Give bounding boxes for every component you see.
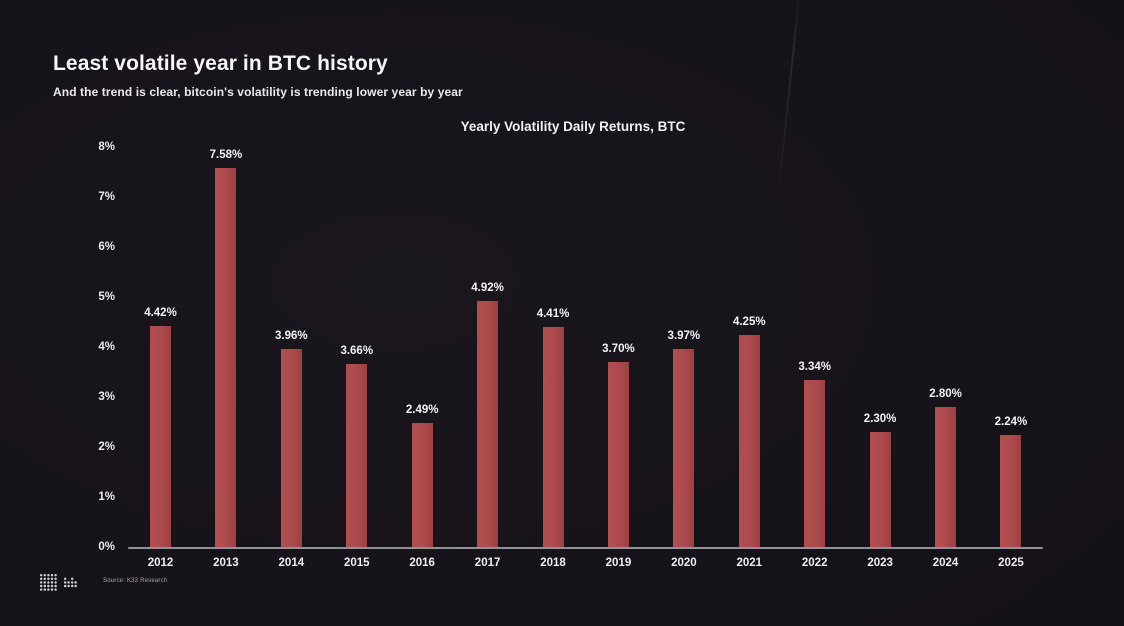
bar-value-label-2015: 3.66% xyxy=(340,345,374,357)
bar-2015 xyxy=(346,364,368,547)
bar-chart-plot-area: 0% 1% 2% 3% 4% 5% 6% 7% 8% 4.42% 2012 7.58% 2013 3.96… xyxy=(98,141,1043,569)
x-axis-label-2023: 2023 xyxy=(867,557,893,569)
bar-value-label-2014: 3.96% xyxy=(275,330,308,342)
y-axis-tick-label: 4% xyxy=(98,341,115,353)
y-axis-tick-label: 6% xyxy=(98,241,115,253)
x-axis-label-2025: 2025 xyxy=(998,557,1024,569)
bar-value-label-2020: 3.97% xyxy=(667,329,701,342)
chart-title: Yearly Volatility Daily Returns, BTC xyxy=(460,119,686,134)
bar-value-label-2021: 4.25% xyxy=(732,315,766,328)
x-axis-label-2015: 2015 xyxy=(343,557,370,569)
x-axis-label-2017: 2017 xyxy=(474,557,501,569)
bar-2013 xyxy=(215,168,237,547)
x-axis-label-2024: 2024 xyxy=(932,557,959,569)
y-axis-tick-label: 5% xyxy=(98,291,115,303)
bar-2025 xyxy=(1000,435,1022,547)
bar-2020 xyxy=(673,348,695,547)
x-axis-label-2022: 2022 xyxy=(801,557,828,569)
bar-value-label-2016: 2.49% xyxy=(405,403,439,416)
bar-2022 xyxy=(804,380,826,547)
bar-2018 xyxy=(542,326,564,547)
x-axis-label-2013: 2013 xyxy=(213,557,239,569)
x-axis-label-2012: 2012 xyxy=(147,557,174,569)
bar-2023 xyxy=(869,432,891,547)
x-axis-label-2016: 2016 xyxy=(409,557,435,569)
bar-value-label-2023: 2.30% xyxy=(863,413,897,425)
bar-value-label-2018: 4.41% xyxy=(536,307,570,320)
bar-2019 xyxy=(607,362,629,547)
source-text: Source: K33 Research xyxy=(103,578,168,584)
bar-2021 xyxy=(738,334,760,547)
bar-value-label-2013: 7.58% xyxy=(209,149,243,161)
bar-2014 xyxy=(280,349,302,547)
x-axis-baseline xyxy=(128,547,1043,549)
bar-value-label-2012: 4.42% xyxy=(144,307,177,319)
y-axis-tick-label: 2% xyxy=(98,441,115,453)
x-axis-label-2020: 2020 xyxy=(671,557,697,569)
bar-2024 xyxy=(935,407,957,547)
y-axis-tick-label: 3% xyxy=(98,391,115,403)
bar-value-label-2019: 3.70% xyxy=(602,343,635,355)
bar-2017 xyxy=(477,301,499,547)
bar-value-label-2022: 3.34% xyxy=(798,361,831,373)
k33-logo xyxy=(40,574,77,591)
x-axis-label-2018: 2018 xyxy=(540,557,566,569)
y-axis-tick-label: 1% xyxy=(98,491,115,503)
bar-value-label-2017: 4.92% xyxy=(471,282,504,294)
page-title: Least volatile year in BTC history xyxy=(53,52,388,75)
y-axis-tick-label: 7% xyxy=(98,191,115,203)
bar-2012 xyxy=(150,326,171,547)
bar-value-label-2025: 2.24% xyxy=(994,416,1028,428)
bar-value-label-2024: 2.80% xyxy=(929,388,962,400)
footer xyxy=(38,571,96,593)
x-axis-label-2021: 2021 xyxy=(736,557,763,569)
y-axis-tick-label: 0% xyxy=(98,541,115,553)
bar-2016 xyxy=(411,422,433,547)
page-subtitle: And the trend is clear, bitcoin's volati… xyxy=(53,85,463,99)
x-axis-label-2014: 2014 xyxy=(278,557,305,569)
y-axis-tick-label: 8% xyxy=(98,141,115,153)
x-axis-label-2019: 2019 xyxy=(605,557,632,569)
